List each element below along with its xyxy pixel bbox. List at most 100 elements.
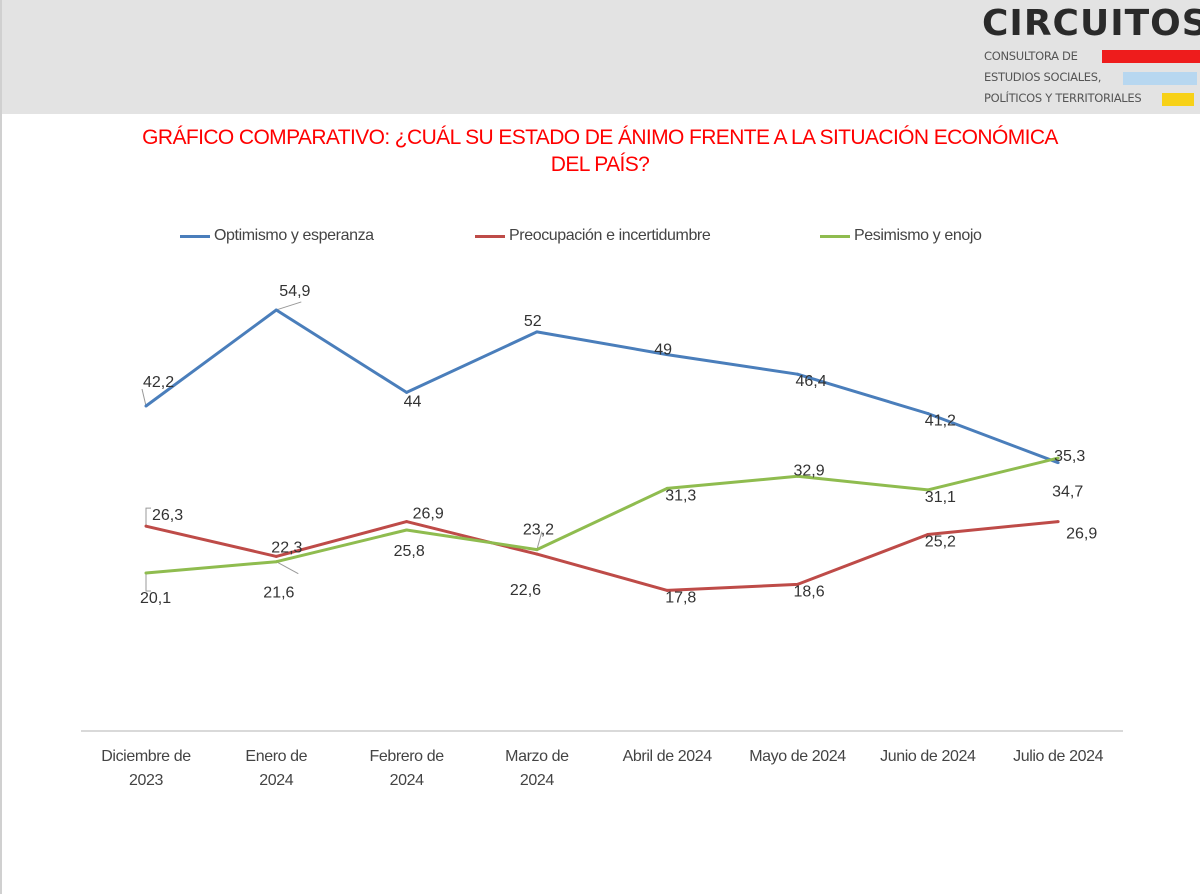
data-label-preocupacion: 22,6: [510, 582, 541, 599]
data-point-pesimismo: [1056, 456, 1060, 460]
data-label-optimismo: 44: [404, 393, 422, 410]
data-label-preocupacion: 22,3: [271, 539, 302, 556]
label-leader-line: [141, 388, 147, 407]
logo-title: CIRCUITOS: [982, 3, 1200, 44]
x-tick-label-line: Julio de 2024: [1013, 748, 1104, 765]
legend-swatch-pesimismo: [820, 234, 850, 238]
x-tick-label-line: Junio de 2024: [880, 748, 976, 765]
label-leader-line: [145, 507, 151, 527]
x-tick-label: Junio de 2024: [858, 745, 998, 769]
x-tick-label: Marzo de 2024: [467, 745, 607, 793]
series-line-preocupacion: [145, 520, 1059, 592]
data-point-optimismo: [796, 372, 799, 376]
slide-border: [0, 0, 2, 894]
x-tick-label-line: Marzo de: [505, 748, 569, 765]
data-point-preocupacion: [405, 520, 409, 524]
data-label-optimismo: 46,4: [796, 373, 827, 390]
chart-title: GRÁFICO COMPARATIVO: ¿CUÁL SU ESTADO DE …: [60, 124, 1140, 178]
x-tick-label-line: Febrero de: [369, 748, 444, 765]
data-label-preocupacion: 26,9: [413, 506, 444, 523]
data-label-pesimismo: 23,2: [523, 522, 554, 539]
x-tick-label-line: Diciembre de: [101, 748, 191, 765]
series-line-pesimismo: [145, 456, 1059, 575]
data-point-optimismo: [274, 308, 278, 312]
data-label-pesimismo: 35,3: [1054, 448, 1085, 465]
legend-label-optimismo: Optimismo y esperanza: [214, 227, 374, 244]
data-point-preocupacion: [274, 554, 278, 558]
logo-line-3: POLÍTICOS Y TERRITORIALES: [984, 91, 1142, 105]
leader-lines: [141, 301, 543, 592]
header-bar: [0, 0, 1200, 114]
label-leader-line: [145, 573, 151, 592]
data-label-pesimismo: 21,6: [263, 585, 294, 602]
data-label-optimismo: 54,9: [279, 283, 310, 300]
data-point-pesimismo: [405, 528, 409, 532]
data-label-pesimismo: 32,9: [794, 462, 825, 479]
data-label-preocupacion: 25,2: [925, 533, 956, 550]
data-label-optimismo: 49: [654, 342, 672, 359]
series-lines: [144, 308, 1060, 592]
data-point-optimismo: [144, 404, 148, 408]
logo-line-2: ESTUDIOS SOCIALES,: [984, 70, 1102, 84]
data-label-optimismo: 41,2: [925, 413, 956, 430]
circuitos-logo: CIRCUITOS CONSULTORA DE ESTUDIOS SOCIALE…: [982, 4, 1200, 109]
data-point-optimismo: [926, 412, 930, 416]
data-point-optimismo: [405, 390, 409, 394]
x-tick-label-line: 2023: [129, 772, 163, 789]
logo-swatch-red: [1102, 50, 1200, 63]
data-point-preocupacion: [144, 524, 148, 528]
data-point-pesimismo: [144, 571, 148, 575]
data-point-optimismo: [535, 330, 539, 334]
x-tick-label-line: 2024: [519, 772, 554, 789]
label-leader-line: [536, 531, 543, 550]
data-point-pesimismo: [535, 548, 539, 552]
data-label-optimismo: 52: [524, 313, 542, 330]
data-point-pesimismo: [274, 560, 278, 564]
x-tick-label-line: Enero de: [245, 748, 308, 765]
data-label-preocupacion: 26,9: [1066, 526, 1097, 543]
label-leader-line: [276, 301, 302, 311]
x-tick-label: Mayo de 2024: [728, 745, 868, 769]
data-label-pesimismo: 25,8: [394, 543, 425, 560]
data-point-preocupacion: [665, 588, 669, 592]
data-label-pesimismo: 31,1: [925, 489, 956, 506]
data-label-pesimismo: 31,3: [665, 487, 696, 504]
x-tick-label: Julio de 2024: [988, 745, 1128, 769]
data-point-pesimismo: [926, 488, 930, 492]
chart-title-line-1: GRÁFICO COMPARATIVO: ¿CUÁL SU ESTADO DE …: [142, 126, 1058, 149]
legend-label-preocupacion: Preocupación e incertidumbre: [509, 227, 711, 244]
series-line-optimismo: [145, 308, 1059, 465]
data-point-preocupacion: [926, 532, 930, 536]
logo-line-1: CONSULTORA DE: [984, 49, 1078, 63]
data-point-preocupacion: [796, 582, 799, 586]
data-label-preocupacion: 17,8: [665, 589, 696, 606]
legend-label-pesimismo: Pesimismo y enojo: [854, 227, 982, 244]
x-tick-label-line: 2024: [259, 772, 294, 789]
x-tick-label: Febrero de 2024: [337, 745, 477, 793]
data-label-optimismo: 34,7: [1052, 484, 1083, 501]
data-point-preocupacion: [1056, 520, 1060, 524]
chart-legend: Optimismo y esperanza Preocupación e inc…: [0, 224, 1200, 248]
legend-swatch-optimismo: [180, 234, 210, 238]
data-labels: 42,2 54,9 44 52 49 46,4 41,2 34,7 26,3 22,3 26,9 22…: [140, 283, 1097, 607]
data-label-pesimismo: 20,1: [140, 590, 171, 607]
x-tick-label: Enero de 2024: [206, 745, 346, 793]
logo-swatch-yellow: [1162, 93, 1194, 106]
data-point-pesimismo: [665, 486, 669, 490]
legend-swatch-preocupacion: [475, 234, 505, 238]
x-tick-label-line: 2024: [389, 772, 424, 789]
data-point-optimismo: [1056, 461, 1060, 465]
data-point-preocupacion: [535, 552, 539, 556]
label-leader-line: [276, 561, 299, 575]
logo-swatch-lightblue: [1123, 72, 1197, 85]
x-tick-label-line: Abril de 2024: [622, 748, 712, 765]
legend-item-pesimismo: Pesimismo y enojo: [820, 224, 982, 248]
data-point-pesimismo: [796, 474, 799, 478]
data-point-optimismo: [665, 353, 669, 357]
x-tick-label: Diciembre de 2023: [76, 745, 216, 793]
x-tick-label-line: Mayo de 2024: [749, 748, 846, 765]
x-tick-label: Abril de 2024: [597, 745, 737, 769]
legend-item-preocupacion: Preocupación e incertidumbre: [475, 224, 711, 248]
legend-item-optimismo: Optimismo y esperanza: [180, 224, 374, 248]
